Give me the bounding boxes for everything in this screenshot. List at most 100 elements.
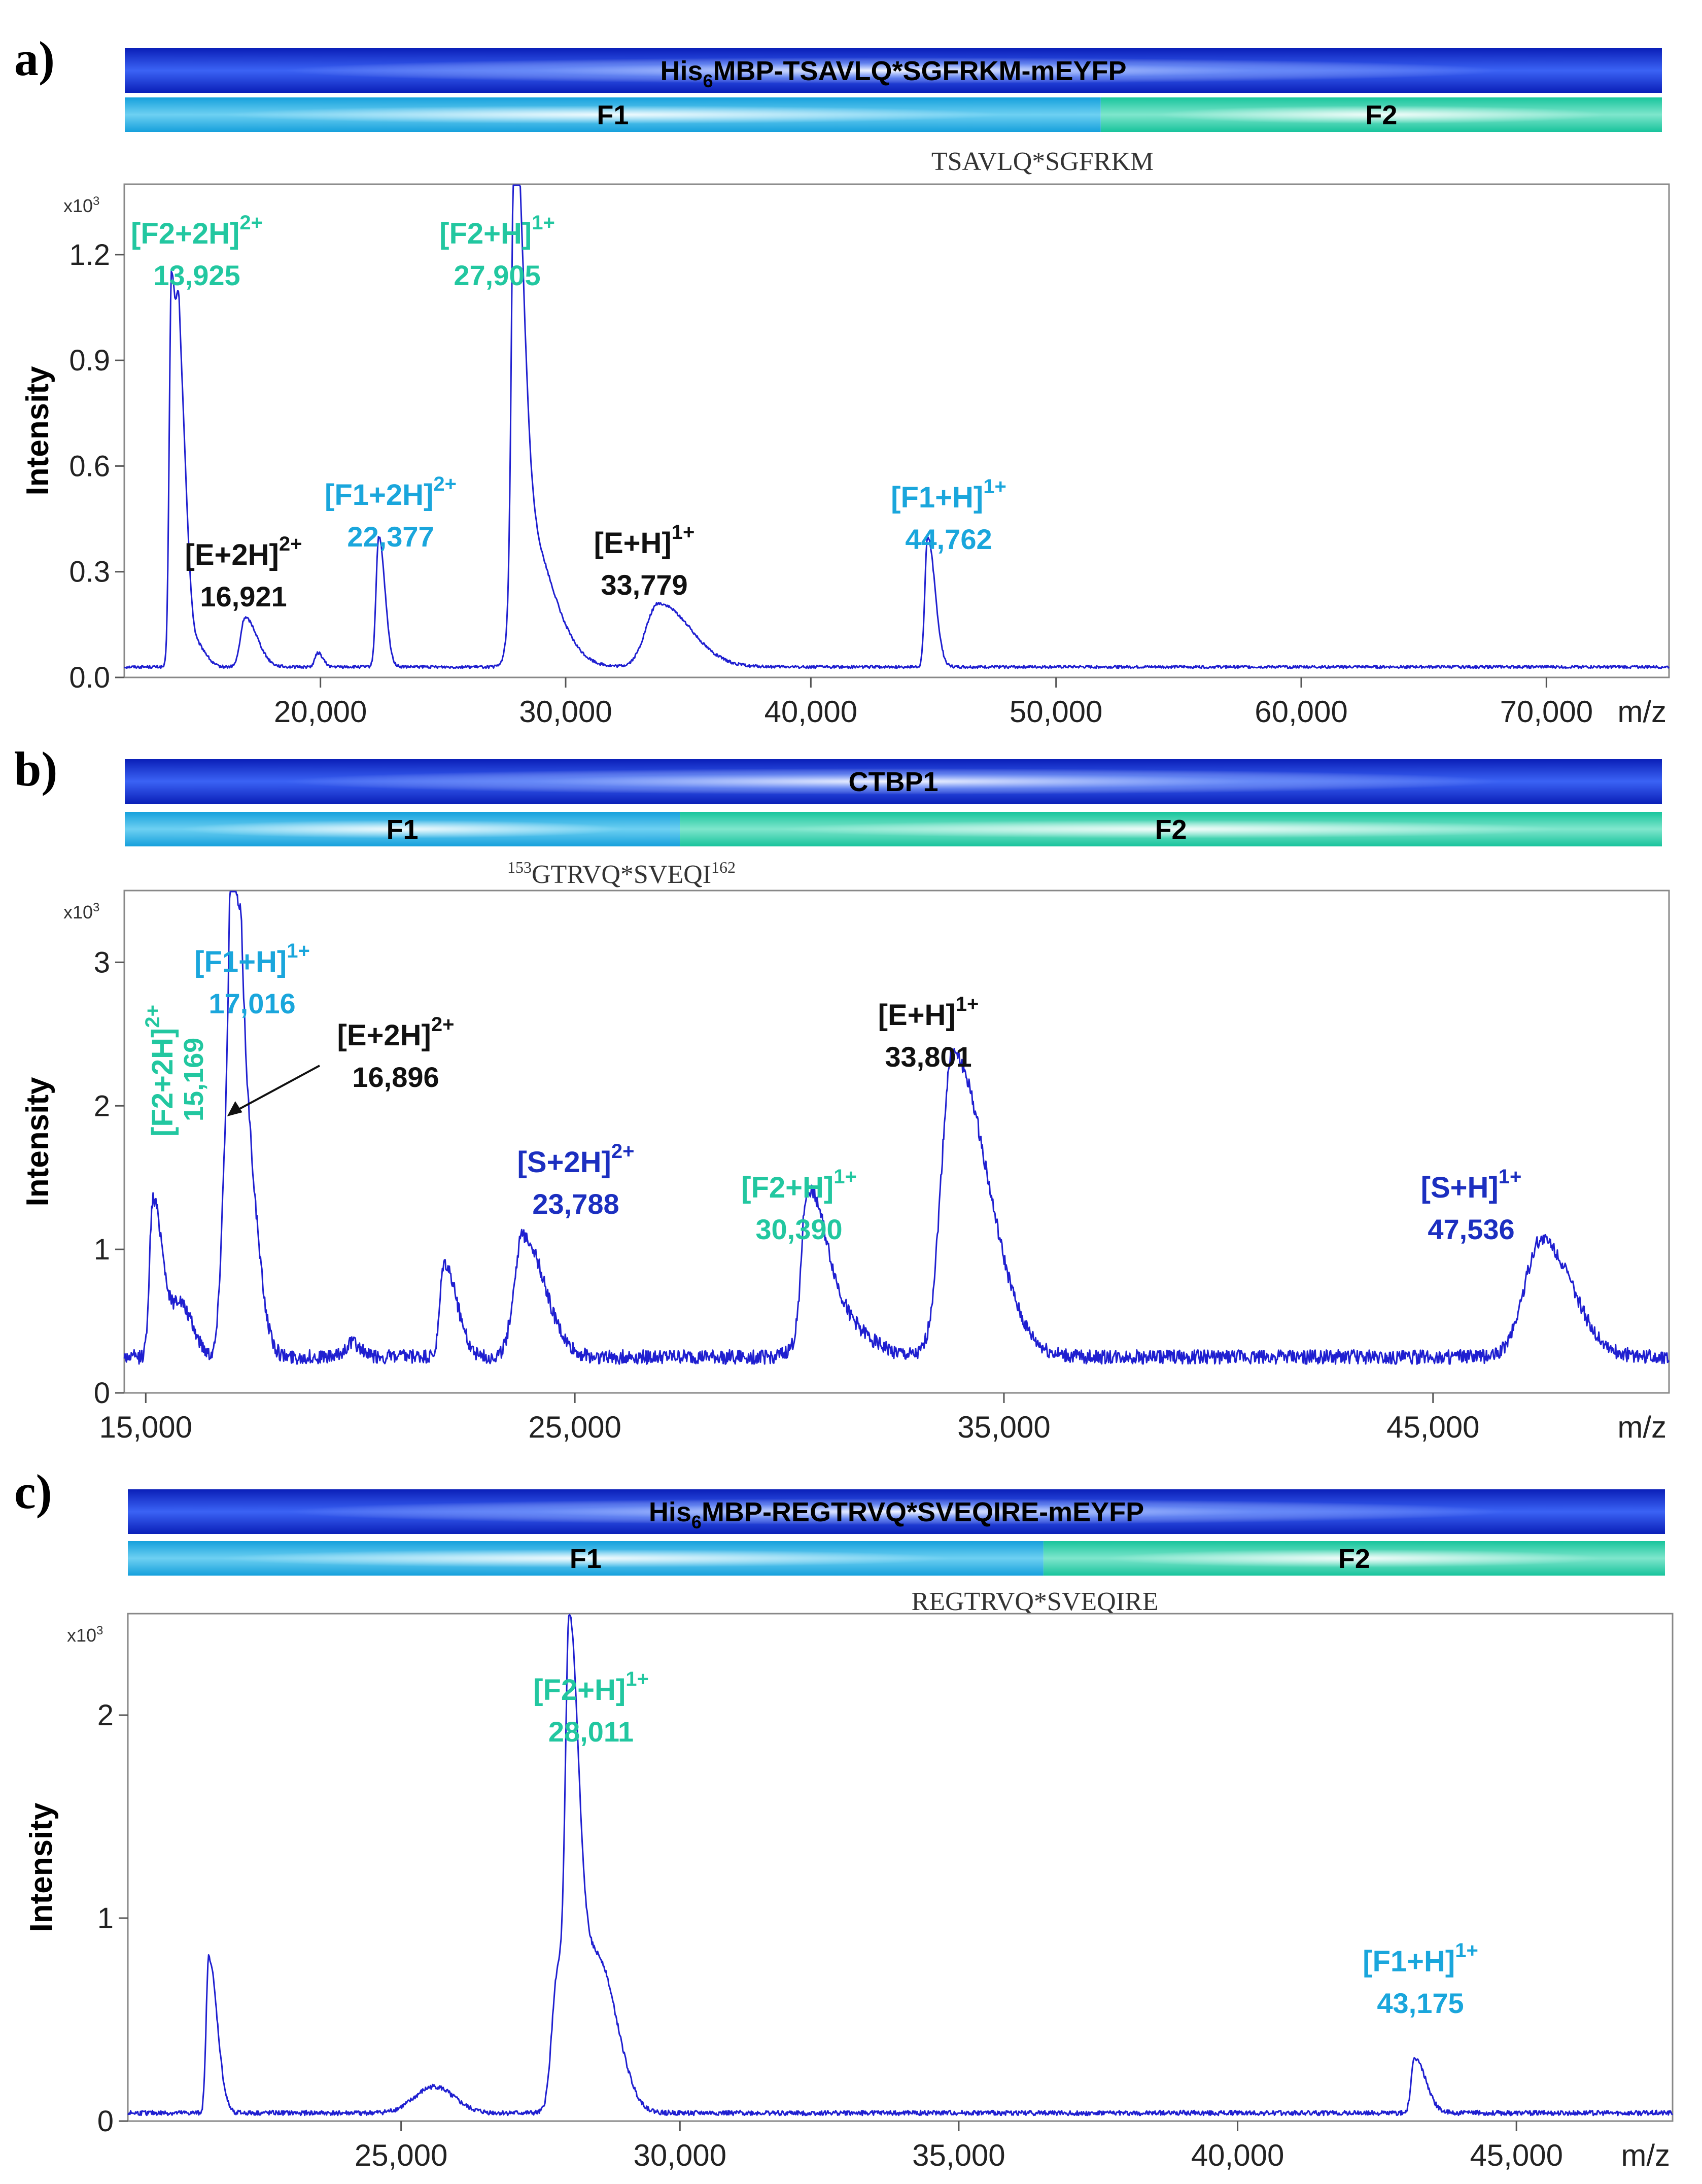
spectrum-trace — [123, 891, 1670, 1365]
y-tick-label: 1 — [97, 1902, 114, 1935]
ion: [S+H] — [1421, 1171, 1499, 1204]
construct-subscript-c: 6 — [691, 1512, 702, 1532]
x-tick-label: 45,000 — [1386, 1410, 1480, 1444]
peak-annotation: [E+2H]2+ 16,896 — [227, 1013, 455, 1116]
f1-label-b: F1 — [387, 814, 419, 845]
f2-bar-highlight-b — [778, 820, 1564, 838]
x-tick-label: 45,000 — [1470, 2138, 1563, 2172]
spectrum-plot-c: x103 0 1 2 25,000 30,000 35,000 40,000 45,000 m/z… — [24, 1613, 1674, 2172]
ion: [F2+H] — [533, 1674, 626, 1707]
peak-annotation: [F2+H]1+ 28,011 — [533, 1668, 649, 1748]
f1-bar-highlight-a — [222, 106, 1003, 124]
y-tick-label: 0.3 — [69, 556, 110, 589]
y-tick-label: 0 — [97, 2105, 114, 2138]
peak-mz-label: 17,016 — [209, 987, 295, 1019]
fragment-bar-a: F1 F2 — [125, 97, 1662, 132]
ion: [E+2H] — [185, 538, 279, 571]
f2-label-a: F2 — [1365, 100, 1397, 130]
fragment-bar-b: F1 F2 — [125, 812, 1662, 846]
f1-label-a: F1 — [597, 100, 629, 130]
peak-ion-label: [F1+H]1+ — [891, 475, 1006, 514]
cleavage-site-c: REGTRVQ*SVEQIRE — [912, 1587, 1159, 1616]
peak-mz-label: 27,905 — [454, 259, 540, 291]
charge: 2+ — [279, 533, 302, 555]
f1-bar-highlight-c — [219, 1549, 952, 1567]
y-unit-label: x103 — [67, 1624, 103, 1646]
ion: [F1+H] — [194, 945, 287, 978]
charge: 1+ — [1499, 1166, 1522, 1188]
peak-annotation: [E+H]1+ 33,779 — [594, 521, 695, 601]
x-axis-label: m/z — [1621, 2138, 1670, 2172]
x-tick-label: 60,000 — [1255, 695, 1348, 729]
ion: [F1+H] — [891, 481, 983, 514]
peak-annotation: [F2+H]1+ 30,390 — [741, 1166, 857, 1245]
construct-name-a: MBP-TSAVLQ*SGFRKM-mEYFP — [713, 56, 1127, 86]
construct-title-a: His6MBP-TSAVLQ*SGFRKM-mEYFP — [660, 56, 1126, 91]
construct-prefix-a: His — [660, 56, 703, 86]
y-unit-exponent: 3 — [93, 901, 99, 914]
f1-bar-highlight-b — [180, 820, 624, 838]
peak-annotation: [F1+H]1+ 17,016 — [194, 940, 310, 1019]
plot-frame — [123, 890, 1670, 1394]
cleavage-site-end-b: 162 — [711, 858, 736, 876]
y-tick-label: 2 — [94, 1089, 110, 1122]
ion: [E+H] — [594, 527, 672, 560]
cleavage-site-seq-b: GTRVQ*SVEQI — [532, 860, 711, 889]
charge: 2+ — [611, 1140, 635, 1163]
ion: [F2+2H] — [146, 1028, 179, 1137]
y-unit-exponent: 3 — [93, 194, 99, 208]
x-tick-label: 40,000 — [1191, 2138, 1284, 2172]
x-tick-label: 40,000 — [765, 695, 858, 729]
peak-ion-label: [F2+H]1+ — [439, 212, 555, 250]
f1-label-c: F1 — [570, 1544, 602, 1574]
y-tick-label: 1 — [94, 1233, 110, 1266]
peak-annotation: [E+2H]2+ 16,921 — [185, 533, 302, 612]
peak-ion-label: [E+2H]2+ — [337, 1013, 455, 1052]
charge: 2+ — [431, 1013, 455, 1036]
panel-c: c) His6MBP-REGTRVQ*SVEQIRE-mEYFP F1 F2 R… — [14, 1464, 1674, 2172]
x-tick-label: 20,000 — [274, 695, 367, 729]
peak-mz-label: 23,788 — [532, 1188, 619, 1220]
peak-ion-label: [S+2H]2+ — [517, 1140, 635, 1179]
peak-annotation: [F2+H]1+ 27,905 — [439, 212, 555, 291]
ion: [F2+H] — [741, 1171, 833, 1204]
y-axis-label: Intensity — [20, 366, 55, 495]
ion: [F2+2H] — [131, 217, 239, 250]
x-tick-label: 25,000 — [355, 2138, 448, 2172]
peak-ion-label: [E+2H]2+ — [185, 533, 302, 571]
peak-mz-label: 33,801 — [885, 1041, 971, 1073]
construct-bar-c: His6MBP-REGTRVQ*SVEQIRE-mEYFP F1 F2 — [128, 1489, 1665, 1576]
charge: 1+ — [532, 212, 555, 234]
y-tick-label: 2 — [97, 1699, 114, 1732]
peak-ion-label: [F1+2H]2+ — [325, 473, 457, 511]
charge: 2+ — [142, 1005, 164, 1028]
y-tick-label: 0 — [94, 1377, 110, 1410]
fragment-bar-c: F1 F2 — [128, 1541, 1665, 1576]
construct-prefix-c: His — [649, 1497, 691, 1527]
panel-label-c: c) — [14, 1464, 52, 1519]
ion: [E+H] — [878, 999, 956, 1032]
plot-frame — [127, 1613, 1674, 2122]
charge: 1+ — [1455, 1939, 1478, 1962]
f2-bar-highlight-c — [1105, 1549, 1603, 1567]
peak-ion-label: [F2+2H]2+ — [142, 1005, 179, 1137]
y-unit-label: x103 — [63, 901, 99, 923]
charge: 1+ — [983, 475, 1006, 498]
charge: 1+ — [956, 993, 979, 1015]
panel-label-b: b) — [14, 742, 57, 796]
panel-b: b) CTBP1 F1 F2 153GTRVQ*SVEQI162 x103012… — [14, 742, 1670, 1444]
x-tick-label: 50,000 — [1010, 695, 1103, 729]
protein-bar-highlight-b — [285, 768, 1502, 795]
annotation-arrow-line — [232, 1065, 320, 1113]
cleavage-site-a: TSAVLQ*SGFRKM — [931, 147, 1154, 176]
peak-mz-label: 15,169 — [179, 1038, 209, 1121]
ion: [F2+H] — [439, 217, 532, 250]
ion: [F1+2H] — [325, 479, 433, 511]
y-axis-label: Intensity — [20, 1077, 55, 1206]
peak-ion-label: [E+H]1+ — [594, 521, 695, 560]
peak-mz-label: 47,536 — [1428, 1213, 1514, 1245]
y-tick-label: 0.9 — [69, 344, 110, 377]
peak-mz-label: 13,925 — [153, 259, 240, 291]
